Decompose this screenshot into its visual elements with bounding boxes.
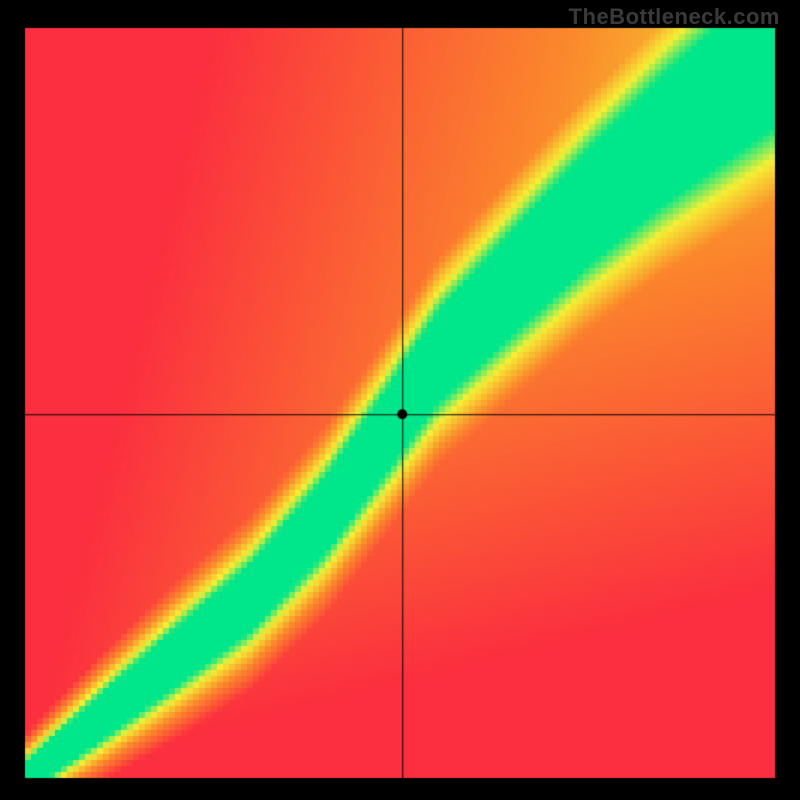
watermark-text: TheBottleneck.com: [569, 4, 780, 30]
heatmap-canvas: [0, 0, 800, 800]
chart-container: TheBottleneck.com: [0, 0, 800, 800]
